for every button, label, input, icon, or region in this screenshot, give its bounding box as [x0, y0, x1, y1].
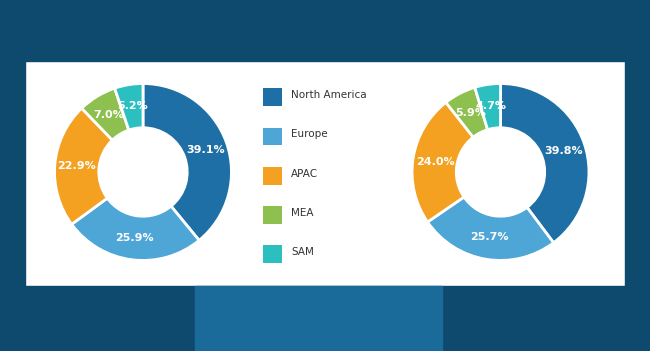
Text: 4.7%: 4.7% [476, 101, 506, 111]
Wedge shape [82, 88, 129, 140]
Bar [263, 206, 282, 224]
Text: 39.1%: 39.1% [186, 145, 225, 155]
Text: 25.9%: 25.9% [115, 233, 154, 243]
Bar [263, 127, 282, 145]
Bar [263, 88, 282, 106]
Text: CAGR (2023–2028): CAGR (2023–2028) [494, 304, 579, 313]
Wedge shape [143, 84, 231, 240]
Bar [8, 326, 14, 347]
Text: ▲: ▲ [21, 310, 31, 324]
Bar [35, 297, 42, 347]
Text: MARKET SHARE- 2028: MARKET SHARE- 2028 [633, 122, 642, 225]
Wedge shape [412, 102, 473, 222]
Wedge shape [72, 198, 199, 260]
Text: MEA: MEA [291, 208, 314, 218]
Text: US$ 101.46 Mn: US$ 101.46 Mn [259, 312, 378, 325]
Wedge shape [474, 84, 500, 130]
Text: 24.0%: 24.0% [415, 157, 454, 167]
Text: SAM: SAM [291, 247, 314, 257]
Text: MARKET SHARE- 2022: MARKET SHARE- 2022 [8, 122, 17, 225]
Wedge shape [446, 87, 488, 137]
Bar [263, 245, 282, 263]
Text: 5.2%: 5.2% [117, 101, 148, 112]
Text: Market By Geography: Market By Geography [70, 22, 290, 40]
Bar [26, 307, 32, 347]
Text: North America: North America [291, 90, 367, 100]
Text: 5.9%: 5.9% [455, 108, 486, 118]
Text: 6.0%: 6.0% [494, 323, 556, 343]
Wedge shape [114, 84, 143, 130]
Wedge shape [55, 108, 112, 224]
Bar [17, 319, 23, 347]
Text: APAC: APAC [291, 169, 318, 179]
Text: Europe: Europe [291, 130, 328, 139]
Text: 22.9%: 22.9% [58, 161, 96, 171]
Wedge shape [428, 197, 554, 260]
Text: 39.8%: 39.8% [544, 146, 583, 156]
Wedge shape [500, 84, 589, 243]
Bar [263, 167, 282, 185]
Text: 25.7%: 25.7% [470, 232, 509, 243]
Text: 7.0%: 7.0% [94, 110, 124, 120]
Text: Incremental Growth –
North America: Incremental Growth – North America [124, 306, 250, 331]
